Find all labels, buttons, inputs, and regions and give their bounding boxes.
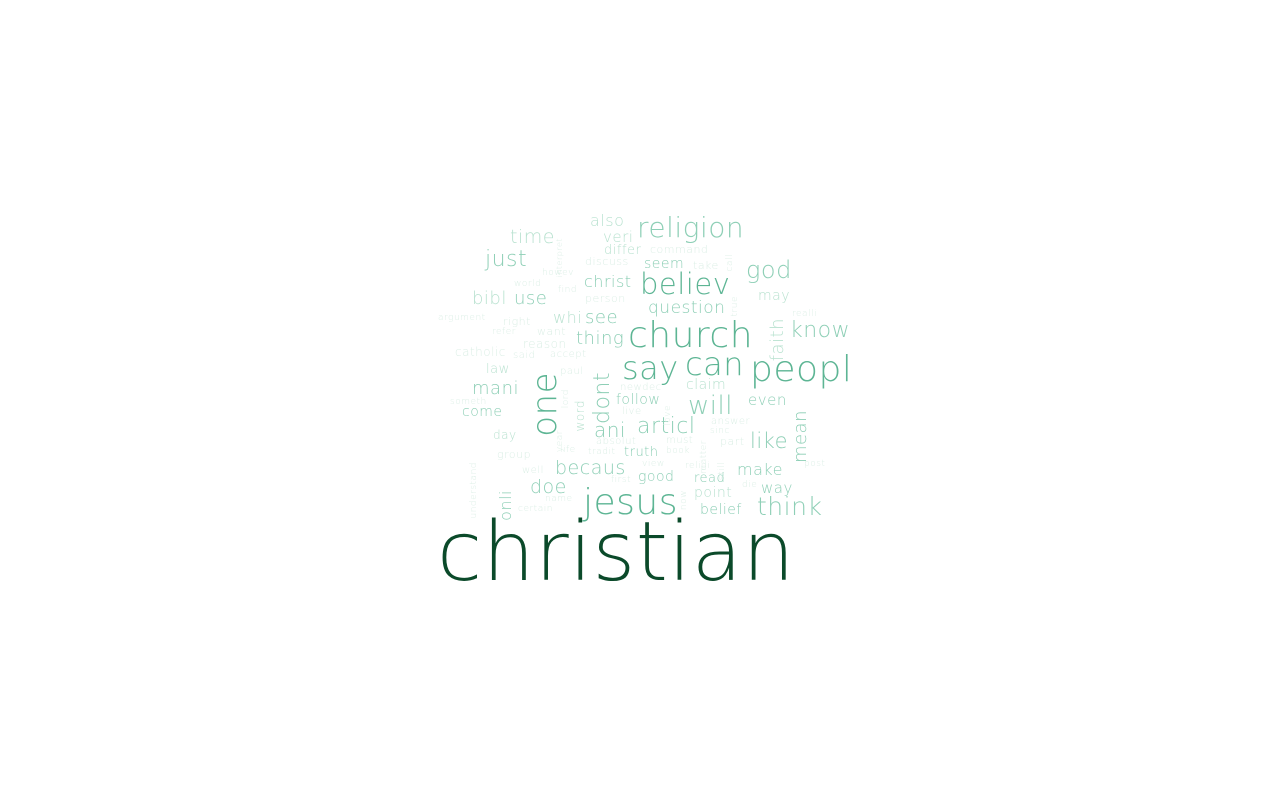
cloud-word-name: name	[545, 494, 573, 504]
cloud-word-reason: reason	[523, 337, 567, 351]
cloud-word-realli: realli	[792, 309, 818, 319]
cloud-word-see: see	[585, 307, 619, 328]
cloud-word-make: make	[737, 460, 783, 479]
cloud-word-right: right	[503, 315, 531, 328]
cloud-word-dont: dont	[590, 372, 615, 424]
cloud-word-said: said	[513, 350, 536, 361]
cloud-word-bibl: bibl	[472, 288, 507, 309]
cloud-word-certain: certain	[518, 504, 553, 514]
cloud-word-know: know	[790, 318, 851, 343]
cloud-word-post: post	[804, 459, 826, 469]
cloud-word-god: god	[746, 256, 792, 284]
cloud-word-just: just	[485, 247, 528, 272]
cloud-word-belief: belief	[700, 502, 742, 518]
cloud-word-refer: refer	[492, 327, 516, 337]
cloud-word-interpret: interpret	[555, 238, 564, 278]
cloud-word-absolut: absolut	[596, 436, 637, 447]
cloud-word-love: love	[663, 405, 673, 426]
cloud-word-articl: articl	[637, 414, 696, 439]
cloud-word-year: year	[555, 430, 565, 453]
cloud-word-come: come	[462, 404, 503, 420]
cloud-word-command: command	[650, 243, 709, 256]
cloud-word-may: may	[758, 288, 791, 304]
cloud-word-truth: truth	[624, 445, 659, 460]
cloud-word-differ: differ	[604, 243, 642, 258]
cloud-word-live: live	[622, 406, 642, 417]
cloud-word-howev: howev	[542, 268, 574, 278]
cloud-word-question: question	[648, 298, 726, 318]
cloud-word-paul: paul	[560, 366, 584, 377]
cloud-word-believ: believ	[640, 267, 731, 301]
cloud-word-mani: mani	[472, 378, 519, 399]
cloud-word-true: true	[730, 296, 740, 317]
cloud-word-newdec: newdec	[620, 382, 662, 393]
cloud-word-must: must	[666, 435, 694, 446]
cloud-word-answer: answer	[711, 416, 751, 427]
cloud-word-religi: religi	[685, 461, 710, 471]
cloud-word-also: also	[590, 211, 625, 230]
cloud-word-way: way	[761, 479, 793, 497]
cloud-word-religion: religion	[637, 211, 745, 244]
cloud-word-jesus: jesus	[583, 482, 678, 523]
cloud-word-can: can	[685, 345, 744, 383]
cloud-word-accept: accept	[550, 349, 587, 360]
cloud-word-understand: understand	[469, 462, 479, 519]
cloud-word-lord: lord	[561, 389, 571, 409]
cloud-word-view: view	[642, 459, 665, 469]
cloud-word-thing: thing	[576, 328, 625, 349]
cloud-word-becaus: becaus	[555, 457, 626, 479]
cloud-word-like: like	[750, 429, 789, 453]
cloud-word-onli: onli	[496, 490, 515, 521]
cloud-word-use: use	[514, 288, 548, 309]
cloud-word-life: life	[560, 445, 576, 455]
cloud-word-good: good	[638, 469, 675, 485]
cloud-word-discuss: discuss	[585, 255, 629, 268]
cloud-word-find: find	[558, 285, 578, 295]
cloud-word-first: first	[611, 475, 632, 485]
cloud-word-will: will	[688, 391, 733, 421]
cloud-word-faith: faith	[767, 318, 788, 362]
cloud-word-book: book	[666, 446, 690, 456]
cloud-word-word: word	[573, 400, 587, 432]
cloud-word-world: world	[514, 279, 542, 289]
cloud-word-whi: whi	[553, 308, 583, 327]
cloud-word-catholic: catholic	[455, 345, 506, 359]
cloud-word-veri: veri	[603, 228, 634, 246]
cloud-word-follow: follow	[616, 392, 661, 408]
cloud-word-group: group	[497, 448, 532, 461]
cloud-word-church: church	[628, 315, 754, 356]
cloud-word-person: person	[585, 292, 626, 305]
cloud-word-now: now	[679, 490, 689, 511]
cloud-word-still: still	[717, 462, 727, 481]
cloud-word-want: want	[537, 325, 567, 338]
cloud-word-think: think	[757, 492, 823, 521]
cloud-word-mean: mean	[790, 410, 811, 464]
cloud-word-day: day	[493, 428, 517, 442]
cloud-word-take: take	[693, 259, 719, 272]
cloud-word-someth: someth	[450, 397, 487, 407]
cloud-word-die: die	[742, 480, 758, 490]
cloud-word-call: call	[725, 254, 735, 272]
cloud-word-one: one	[525, 372, 565, 437]
cloud-word-part: part	[720, 435, 745, 448]
cloud-word-say: say	[622, 349, 679, 387]
cloud-word-read: read	[694, 471, 726, 486]
cloud-word-seem: seem	[644, 256, 685, 272]
cloud-word-doe: doe	[530, 476, 567, 498]
cloud-word-peopl: peopl	[750, 349, 853, 390]
cloud-word-tradit: tradit	[588, 447, 616, 457]
cloud-word-well: well	[522, 465, 544, 476]
cloud-word-law: law	[486, 362, 510, 377]
cloud-word-ani: ani	[594, 418, 626, 442]
cloud-word-christ: christ	[584, 272, 632, 291]
cloud-word-even: even	[748, 391, 787, 409]
cloud-word-sinc: sinc	[710, 426, 730, 436]
cloud-word-point: point	[694, 485, 733, 501]
cloud-word-christian: christian	[437, 505, 795, 600]
cloud-word-matter: matter	[699, 440, 709, 474]
cloud-word-time: time	[510, 226, 555, 248]
cloud-word-argument: argument	[438, 313, 486, 323]
cloud-word-claim: claim	[686, 377, 727, 393]
